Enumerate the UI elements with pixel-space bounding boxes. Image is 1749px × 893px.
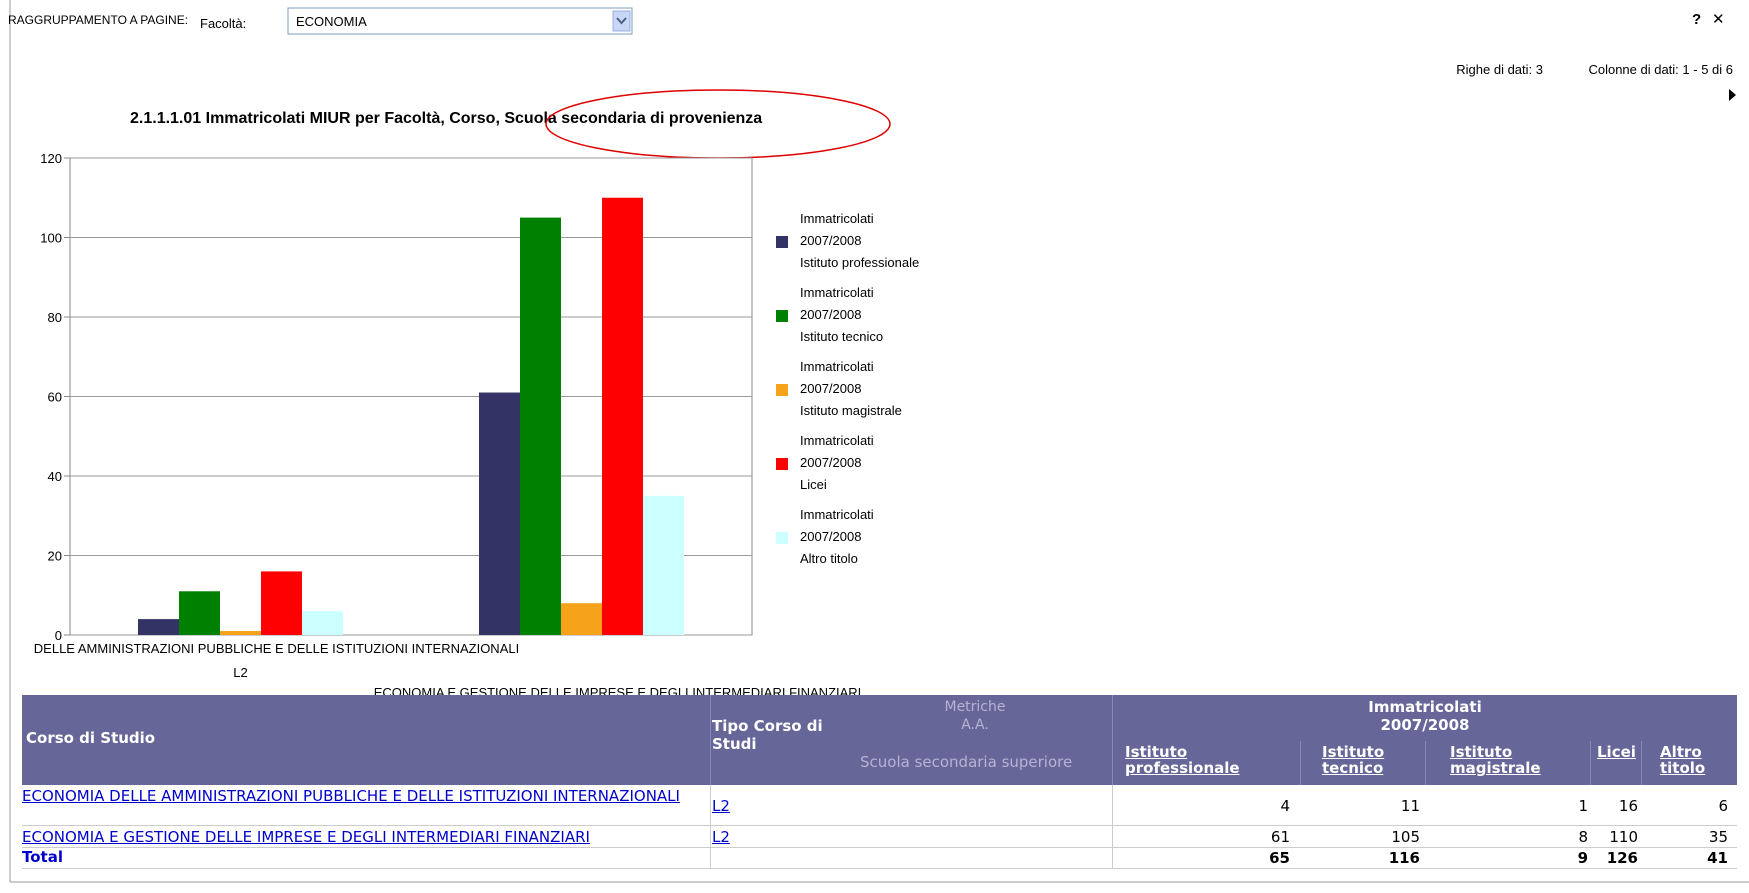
header-group: Immatricolati 2007/2008 xyxy=(1368,698,1482,734)
header-scuola: Scuola secondaria superiore xyxy=(860,753,1073,771)
select-button[interactable] xyxy=(612,10,631,32)
value-cell: 6 xyxy=(1718,797,1728,815)
legend-label: Immatricolati 2007/2008 Istituto magistral… xyxy=(800,359,902,418)
y-tick-label: 100 xyxy=(40,231,62,246)
legend-label: Immatricolati 2007/2008 Istituto professio… xyxy=(800,211,919,270)
bar xyxy=(138,619,179,635)
total-cell: 116 xyxy=(1388,849,1420,867)
header-divider xyxy=(1112,695,1113,785)
total-cell: 9 xyxy=(1577,849,1588,867)
value-cell: 35 xyxy=(1708,828,1728,846)
legend-label: Immatricolati 2007/2008 Altro titolo xyxy=(800,507,874,566)
header-tipo: Tipo Corso di Studi xyxy=(712,717,823,753)
table-header xyxy=(22,695,1737,785)
bar xyxy=(479,392,520,635)
next-arrow[interactable] xyxy=(1729,89,1736,101)
help-button[interactable]: ? xyxy=(1692,11,1701,28)
grid-line xyxy=(1641,741,1642,785)
bar xyxy=(302,611,343,635)
select-value[interactable]: ECONOMIA xyxy=(296,14,367,29)
x-tick-sublabel: L2 xyxy=(233,665,247,680)
value-cell: 11 xyxy=(1400,797,1420,815)
header-corso: Corso di Studio xyxy=(26,729,156,747)
grid-line xyxy=(1425,741,1426,785)
grid-line xyxy=(1590,741,1591,785)
value-cell: 105 xyxy=(1391,828,1420,846)
select-arrow[interactable] xyxy=(616,17,627,25)
legend-swatch xyxy=(776,458,788,470)
total-cell: 41 xyxy=(1707,849,1728,867)
close-button[interactable]: ✕ xyxy=(1712,11,1725,28)
column-count: Colonne di dati: 1 - 5 di 6 xyxy=(1588,62,1733,77)
bar xyxy=(261,571,302,635)
header-divider xyxy=(710,695,711,785)
grid-line xyxy=(22,825,1737,826)
bar xyxy=(561,603,602,635)
select-frame[interactable] xyxy=(287,7,633,35)
course-link[interactable]: ECONOMIA DELLE AMMINISTRAZIONI PUBBLICHE… xyxy=(22,787,680,805)
type-link[interactable]: L2 xyxy=(712,797,730,815)
header-column[interactable]: Istituto tecnico xyxy=(1322,743,1385,777)
grid-line xyxy=(22,847,1737,848)
bar xyxy=(520,217,561,635)
y-tick-label: 60 xyxy=(48,390,62,405)
y-tick-label: 40 xyxy=(48,469,62,484)
total-cell: 65 xyxy=(1269,849,1290,867)
chart-title: 2.1.1.1.01 Immatricolati MIUR per Facolt… xyxy=(130,110,762,127)
y-tick-label: 120 xyxy=(40,151,62,166)
bar xyxy=(220,631,261,635)
header-column[interactable]: Licei xyxy=(1597,743,1636,761)
y-tick-label: 80 xyxy=(48,310,62,325)
value-cell: 1 xyxy=(1578,797,1588,815)
y-tick-label: 0 xyxy=(55,628,62,643)
legend-swatch xyxy=(776,236,788,248)
bar xyxy=(643,495,684,635)
bar xyxy=(602,197,643,635)
legend-label: Immatricolati 2007/2008 Licei xyxy=(800,433,874,492)
value-cell: 4 xyxy=(1280,797,1290,815)
row-count: Righe di dati: 3 xyxy=(1456,62,1543,77)
grid-line xyxy=(22,868,1737,869)
header-metriche: Metriche A.A. xyxy=(944,699,1006,733)
x-tick-label: DELLE AMMINISTRAZIONI PUBBLICHE E DELLE … xyxy=(34,641,519,656)
grid-line xyxy=(1112,785,1113,868)
legend-label: Immatricolati 2007/2008 Istituto tecnico xyxy=(800,285,883,344)
legend-swatch xyxy=(776,532,788,544)
legend-swatch xyxy=(776,384,788,396)
value-cell: 16 xyxy=(1618,797,1638,815)
field-label: Facoltà: xyxy=(200,16,246,31)
legend-swatch xyxy=(776,310,788,322)
grid-line xyxy=(710,785,711,868)
bar xyxy=(179,591,220,635)
y-tick-label: 20 xyxy=(48,549,62,564)
total-cell: 126 xyxy=(1606,849,1638,867)
course-link[interactable]: ECONOMIA E GESTIONE DELLE IMPRESE E DEGL… xyxy=(22,828,590,846)
value-cell: 61 xyxy=(1270,828,1290,846)
header-column[interactable]: Istituto magistrale xyxy=(1450,743,1541,777)
value-cell: 110 xyxy=(1609,828,1638,846)
header-column[interactable]: Istituto professionale xyxy=(1125,743,1240,777)
total-label[interactable]: Total xyxy=(22,848,63,866)
header-column[interactable]: Altro titolo xyxy=(1660,743,1706,777)
grid-line xyxy=(1300,741,1301,785)
grouping-label: RAGGRUPPAMENTO A PAGINE: xyxy=(8,13,188,27)
value-cell: 8 xyxy=(1578,828,1588,846)
type-link[interactable]: L2 xyxy=(712,828,730,846)
select-box[interactable]: ECONOMIA xyxy=(287,7,633,35)
